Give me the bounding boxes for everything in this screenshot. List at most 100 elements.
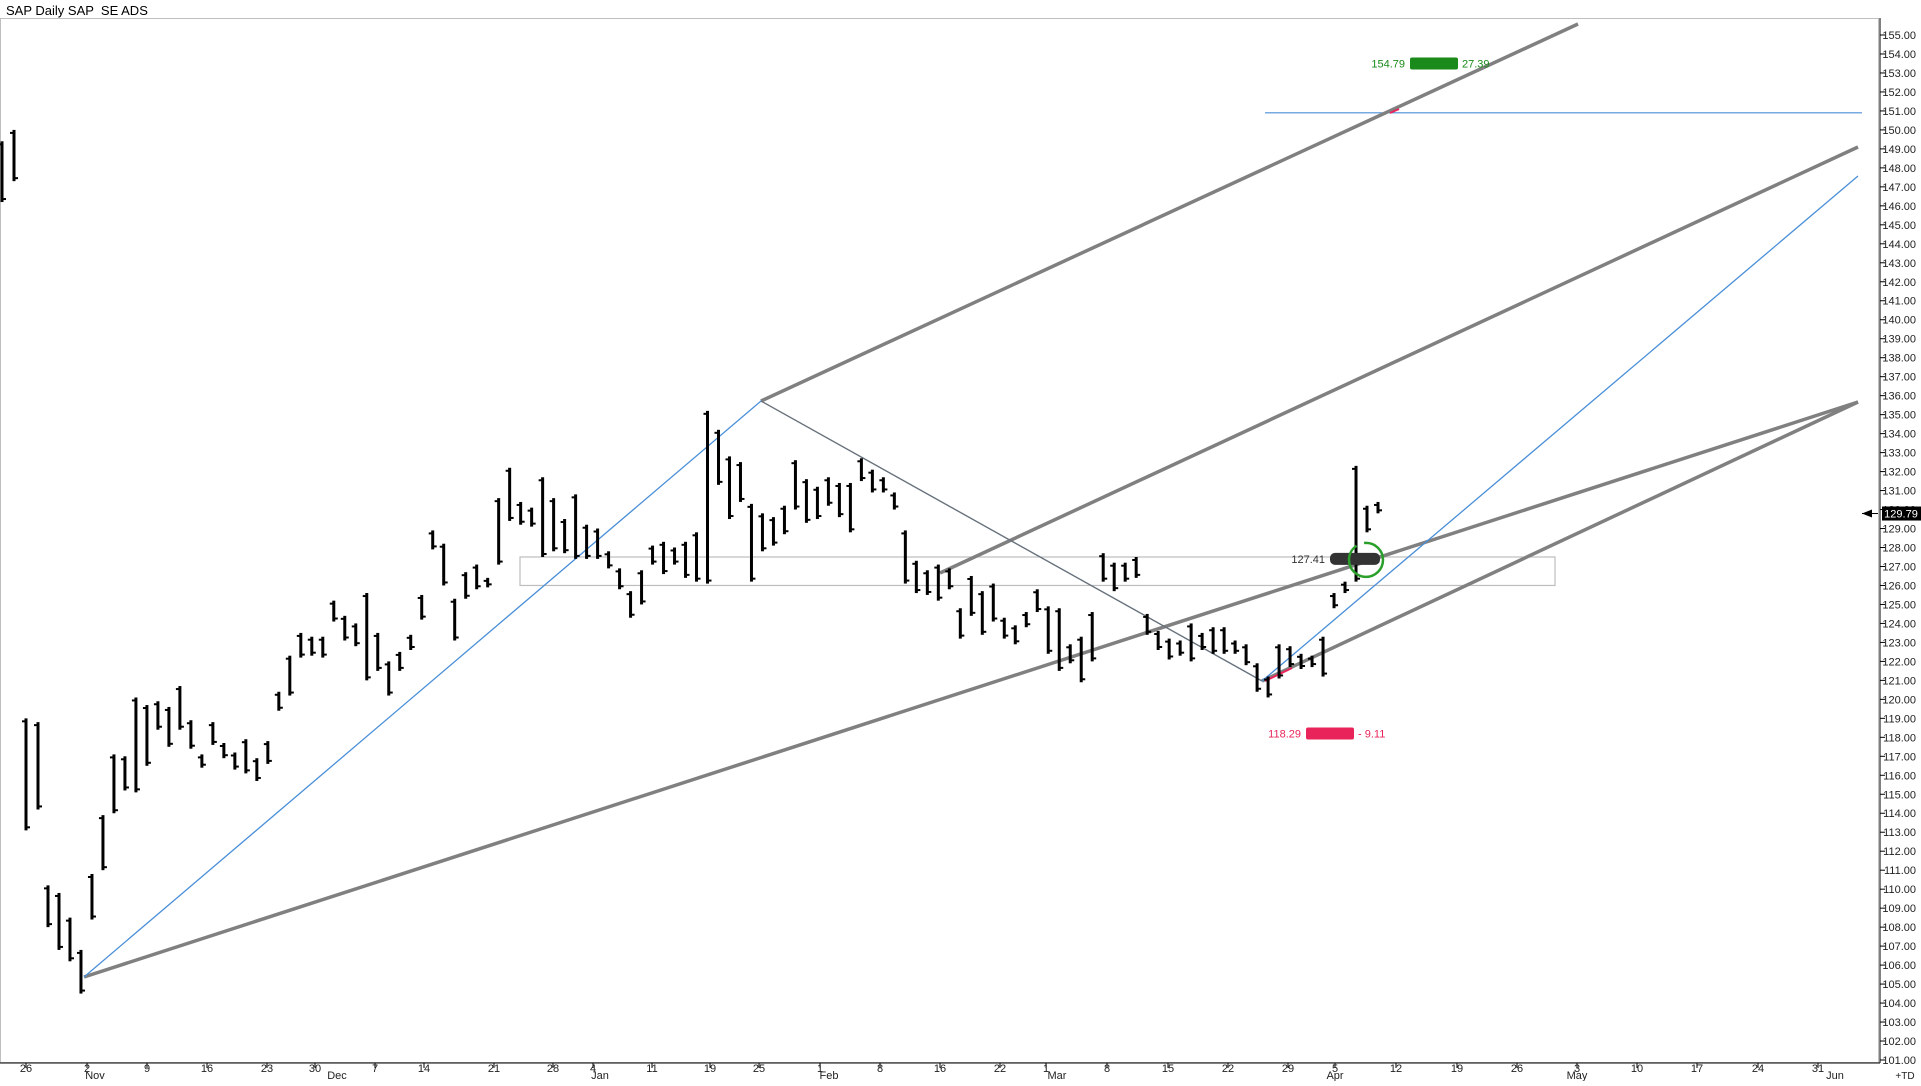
y-tick-label: 109.00 (1882, 903, 1916, 915)
y-tick-label: 104.00 (1882, 998, 1916, 1010)
pitchfork-low-parallel (1261, 400, 1859, 683)
y-tick-label: 136.00 (1882, 391, 1916, 403)
y-tick-label: 110.00 (1883, 884, 1916, 896)
x-tick-label: 4 (590, 1063, 596, 1075)
x-month-label: Apr (1326, 1070, 1343, 1081)
y-tick-label: 132.00 (1882, 467, 1916, 479)
pitchfork-upper-line (760, 22, 1579, 403)
y-tick-label: 119.00 (1883, 713, 1916, 725)
x-tick-label: 17 (1691, 1063, 1703, 1075)
highlight-circle (1347, 541, 1385, 579)
x-tick-label: 31 (1812, 1063, 1824, 1075)
x-month-label: Dec (327, 1070, 347, 1081)
y-tick-label: 115.00 (1883, 789, 1916, 801)
x-tick-label: 16 (201, 1063, 213, 1075)
y-tick-label: 134.00 (1882, 429, 1916, 441)
x-month-label: Feb (820, 1070, 839, 1081)
x-tick-label: 21 (488, 1063, 500, 1075)
x-tick-label: 28 (547, 1063, 559, 1075)
y-tick-label: 153.00 (1882, 68, 1916, 80)
last-price-label: 129.79 (1884, 509, 1918, 521)
x-tick-label: 23 (261, 1063, 273, 1075)
target-low-bar (1306, 727, 1354, 740)
y-tick-label: 146.00 (1882, 201, 1916, 213)
pink-tick (1389, 108, 1400, 114)
swing-blue-line (83, 400, 1263, 978)
y-tick-label: 148.00 (1882, 163, 1916, 175)
y-tick-label: 112.00 (1883, 846, 1916, 858)
x-tick-label: 1 (817, 1063, 823, 1075)
x-tick-label: 26 (20, 1063, 32, 1075)
x-tick-label: 10 (1631, 1063, 1643, 1075)
y-tick-label: 147.00 (1882, 182, 1916, 194)
y-tick-label: 108.00 (1882, 922, 1916, 934)
y-tick-label: 107.00 (1882, 941, 1916, 953)
x-tick-label: 19 (704, 1063, 716, 1075)
y-tick-label: 106.00 (1882, 960, 1916, 972)
y-tick-label: 154.00 (1882, 49, 1916, 61)
y-tick-label: 127.00 (1882, 561, 1916, 573)
y-tick-label: 138.00 (1882, 353, 1916, 365)
y-tick-label: 121.00 (1882, 675, 1916, 687)
x-tick-label: 12 (1390, 1063, 1402, 1075)
mid-price-marker (1330, 552, 1380, 565)
y-tick-label: 137.00 (1882, 372, 1916, 384)
x-month-label: May (1567, 1070, 1588, 1081)
x-right-label: +TD (1895, 1071, 1914, 1081)
range-box (519, 556, 1556, 587)
x-tick-label: 29 (1282, 1063, 1294, 1075)
y-tick-label: 124.00 (1882, 618, 1916, 630)
target-high-change: 27.39 (1462, 58, 1490, 70)
x-tick-label: 8 (1104, 1063, 1110, 1075)
x-month-label: Mar (1048, 1070, 1067, 1081)
target-high-value: 154.79 (1371, 58, 1405, 70)
y-tick-label: 155.00 (1882, 30, 1916, 42)
x-tick-label: 19 (1451, 1063, 1463, 1075)
swing-gray-overlay (760, 400, 1263, 682)
y-tick-label: 145.00 (1882, 220, 1916, 232)
mid-price-label: 127.41 (1291, 554, 1325, 566)
x-month-label: Jun (1826, 1070, 1844, 1081)
x-tick-label: 16 (934, 1063, 946, 1075)
x-tick-label: 22 (994, 1063, 1006, 1075)
y-tick-label: 129.00 (1882, 524, 1916, 536)
y-tick-label: 122.00 (1882, 656, 1916, 668)
y-tick-label: 131.00 (1882, 486, 1916, 498)
plot-frame (0, 18, 1879, 1063)
x-tick-label: 24 (1752, 1063, 1764, 1075)
y-tick-label: 128.00 (1882, 543, 1916, 555)
pitchfork-lower-line (83, 400, 1859, 979)
y-tick-label: 113.00 (1883, 827, 1916, 839)
y-tick-label: 101.00 (1882, 1055, 1916, 1067)
x-tick-label: 3 (1574, 1063, 1580, 1075)
y-tick-label: 111.00 (1884, 865, 1916, 877)
y-tick-label: 117.00 (1883, 751, 1916, 763)
y-tick-label: 149.00 (1882, 144, 1916, 156)
y-tick-label: 102.00 (1882, 1036, 1916, 1048)
y-tick-label: 105.00 (1882, 979, 1916, 991)
x-tick-label: 9 (144, 1063, 150, 1075)
y-tick-label: 152.00 (1882, 87, 1916, 99)
x-tick-label: 15 (1162, 1063, 1174, 1075)
x-tick-label: 1 (1043, 1063, 1049, 1075)
y-tick-label: 123.00 (1882, 637, 1916, 649)
y-tick-label: 126.00 (1882, 580, 1916, 592)
y-tick-label: 144.00 (1882, 239, 1916, 251)
x-tick-label: 7 (372, 1063, 378, 1075)
y-tick-label: 143.00 (1882, 258, 1916, 270)
y-tick-label: 135.00 (1882, 410, 1916, 422)
x-tick-label: 22 (1222, 1063, 1234, 1075)
pitchfork-median-line (939, 145, 1859, 575)
target-low-value: 118.29 (1268, 729, 1301, 741)
target-low-change: - 9.11 (1358, 729, 1385, 741)
y-tick-label: 125.00 (1882, 599, 1916, 611)
target-high-bar (1410, 57, 1458, 70)
x-tick-label: 8 (877, 1063, 883, 1075)
x-month-label: Nov (85, 1070, 105, 1081)
y-tick-label: 118.00 (1883, 732, 1916, 744)
x-month-label: Jan (591, 1070, 609, 1081)
chart-title: SAP Daily SAP SE ADS (6, 3, 148, 18)
y-tick-label: 141.00 (1882, 296, 1916, 308)
y-tick-label: 114.00 (1883, 808, 1916, 820)
